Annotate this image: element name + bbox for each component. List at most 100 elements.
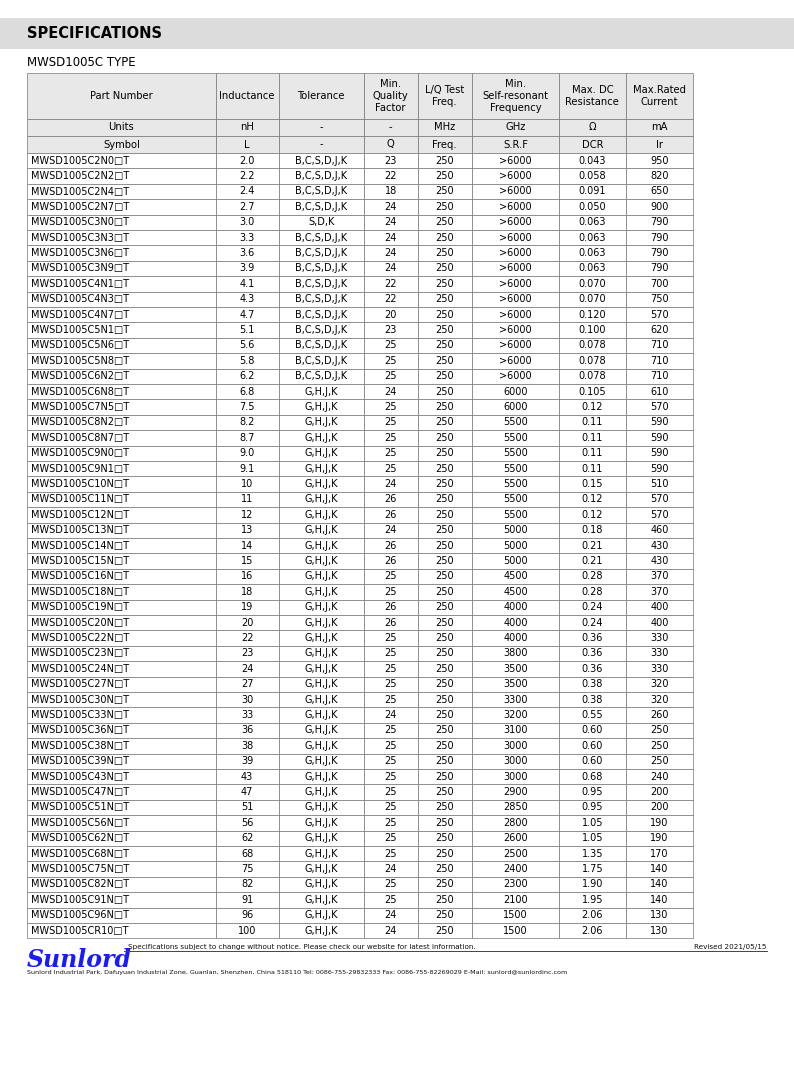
- Bar: [626, 738, 693, 754]
- Bar: [626, 430, 693, 446]
- Text: 0.24: 0.24: [582, 602, 603, 613]
- Text: Max.Rated
Current: Max.Rated Current: [633, 85, 686, 107]
- Text: G,H,J,K: G,H,J,K: [304, 834, 338, 843]
- Text: 11: 11: [241, 494, 253, 504]
- Bar: [364, 446, 418, 461]
- Text: 190: 190: [650, 834, 669, 843]
- Text: 3500: 3500: [503, 680, 528, 689]
- Bar: [472, 168, 559, 184]
- Text: MWSD1005C22N□T: MWSD1005C22N□T: [31, 633, 129, 643]
- Text: 250: 250: [435, 648, 454, 658]
- Bar: [216, 276, 279, 292]
- Text: G,H,J,K: G,H,J,K: [304, 695, 338, 704]
- Bar: [472, 738, 559, 754]
- Bar: [279, 630, 364, 646]
- Text: Part Number: Part Number: [90, 90, 152, 101]
- Bar: [626, 538, 693, 554]
- Bar: [27, 646, 216, 661]
- Bar: [279, 708, 364, 723]
- Bar: [418, 73, 472, 118]
- Bar: [27, 430, 216, 446]
- Text: 25: 25: [384, 695, 397, 704]
- Text: B,C,S,D,J,K: B,C,S,D,J,K: [295, 294, 347, 305]
- Bar: [279, 693, 364, 708]
- Bar: [559, 815, 626, 830]
- Text: 0.063: 0.063: [579, 218, 606, 227]
- Bar: [364, 338, 418, 353]
- Bar: [626, 492, 693, 507]
- Bar: [626, 415, 693, 430]
- Bar: [216, 693, 279, 708]
- Text: 3.6: 3.6: [240, 248, 255, 258]
- Bar: [216, 430, 279, 446]
- Text: 4500: 4500: [503, 572, 528, 582]
- Bar: [472, 554, 559, 569]
- Text: -: -: [389, 123, 392, 132]
- Text: MWSD1005C82N□T: MWSD1005C82N□T: [31, 880, 129, 890]
- Bar: [559, 461, 626, 476]
- Bar: [364, 153, 418, 168]
- Text: 18: 18: [241, 587, 253, 597]
- Bar: [418, 214, 472, 230]
- Text: >6000: >6000: [499, 156, 532, 166]
- Text: >6000: >6000: [499, 264, 532, 274]
- Bar: [626, 877, 693, 892]
- Bar: [559, 230, 626, 246]
- Text: MWSD1005C51N□T: MWSD1005C51N□T: [31, 802, 129, 812]
- Bar: [364, 754, 418, 769]
- Text: MWSD1005C2N2□T: MWSD1005C2N2□T: [31, 171, 129, 181]
- Bar: [279, 384, 364, 400]
- Text: 0.078: 0.078: [579, 372, 606, 381]
- Text: B,C,S,D,J,K: B,C,S,D,J,K: [295, 248, 347, 258]
- Text: >6000: >6000: [499, 294, 532, 305]
- Text: >6000: >6000: [499, 355, 532, 366]
- Bar: [216, 368, 279, 384]
- Text: 24: 24: [241, 663, 253, 674]
- Text: 19: 19: [241, 602, 253, 613]
- Text: 0.12: 0.12: [582, 509, 603, 520]
- Bar: [27, 892, 216, 908]
- Bar: [364, 615, 418, 630]
- Text: 570: 570: [650, 509, 669, 520]
- Text: Sunlord Industrial Park, Dafuyuan Industrial Zone, Guanlan, Shenzhen, China 5181: Sunlord Industrial Park, Dafuyuan Indust…: [27, 970, 567, 976]
- Bar: [216, 923, 279, 938]
- Text: 22: 22: [384, 171, 397, 181]
- Bar: [279, 492, 364, 507]
- Bar: [27, 676, 216, 693]
- Text: 250: 250: [435, 802, 454, 812]
- Text: 4500: 4500: [503, 587, 528, 597]
- Text: 250: 250: [435, 325, 454, 335]
- Text: 23: 23: [384, 156, 397, 166]
- Text: 0.058: 0.058: [579, 171, 606, 181]
- Text: 5.1: 5.1: [240, 325, 255, 335]
- Text: 26: 26: [384, 509, 397, 520]
- Text: 2.2: 2.2: [240, 171, 255, 181]
- Text: MWSD1005C36N□T: MWSD1005C36N□T: [31, 726, 129, 736]
- Text: 1.05: 1.05: [582, 834, 603, 843]
- Bar: [559, 538, 626, 554]
- Text: 0.55: 0.55: [581, 710, 603, 721]
- Text: 0.36: 0.36: [582, 663, 603, 674]
- Text: B,C,S,D,J,K: B,C,S,D,J,K: [295, 310, 347, 320]
- Text: 250: 250: [650, 741, 669, 751]
- Bar: [364, 815, 418, 830]
- Text: 24: 24: [384, 218, 397, 227]
- Bar: [27, 307, 216, 322]
- Text: 25: 25: [384, 726, 397, 736]
- Bar: [27, 73, 216, 118]
- Bar: [559, 754, 626, 769]
- Text: G,H,J,K: G,H,J,K: [304, 663, 338, 674]
- Text: Freq.: Freq.: [433, 140, 457, 150]
- Bar: [27, 184, 216, 199]
- Text: G,H,J,K: G,H,J,K: [304, 756, 338, 767]
- Bar: [472, 415, 559, 430]
- Bar: [216, 892, 279, 908]
- Bar: [472, 723, 559, 738]
- Bar: [418, 307, 472, 322]
- Bar: [364, 676, 418, 693]
- Text: 3.9: 3.9: [240, 264, 255, 274]
- Bar: [216, 554, 279, 569]
- Text: B,C,S,D,J,K: B,C,S,D,J,K: [295, 233, 347, 242]
- Bar: [472, 507, 559, 522]
- Text: 250: 250: [435, 433, 454, 443]
